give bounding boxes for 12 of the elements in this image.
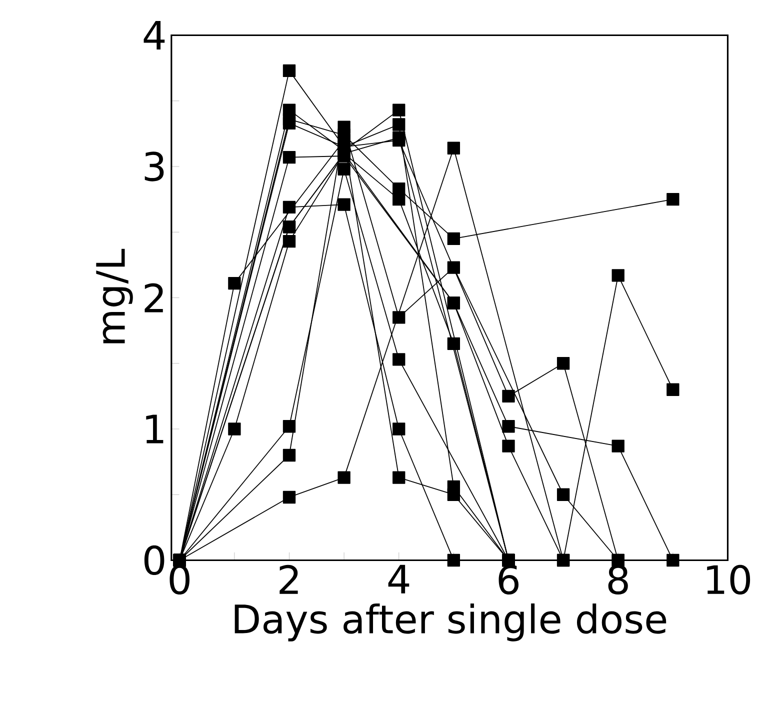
y-tick-label: 1	[146, 414, 164, 444]
x-axis-title: Days after single dose	[234, 603, 666, 642]
y-tick-label: 2	[144, 283, 163, 312]
y-tick-label: 0	[144, 545, 164, 575]
y-tick-label: 3	[144, 152, 164, 182]
y-tick-label: 4	[144, 20, 165, 50]
x-tick-label: 10	[707, 564, 750, 594]
x-tick-label: 6	[498, 564, 518, 594]
y-axis-title: mg/L	[96, 248, 133, 344]
x-tick-label: 8	[608, 564, 628, 594]
x-tick-label: 4	[388, 564, 410, 594]
x-tick-label: 2	[280, 564, 298, 594]
